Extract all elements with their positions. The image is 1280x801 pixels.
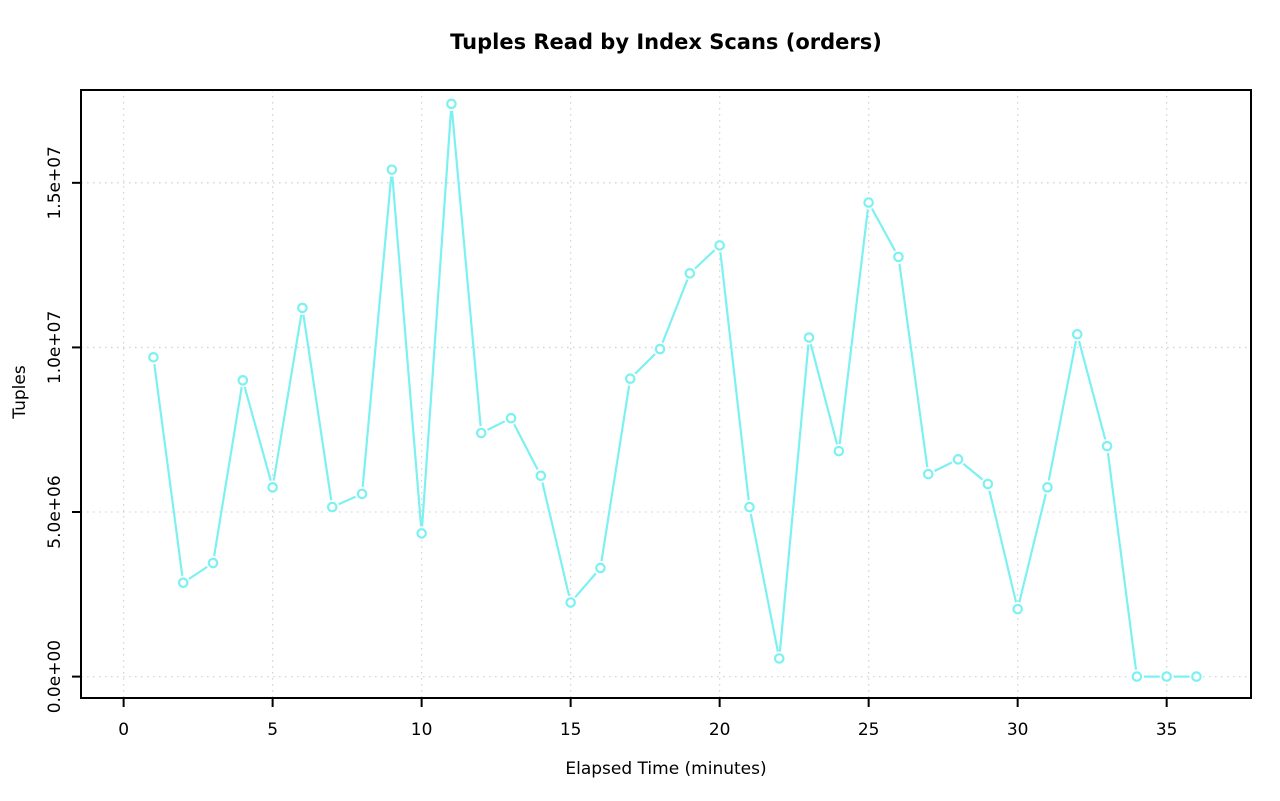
x-axis-label: Elapsed Time (minutes): [565, 759, 767, 779]
data-point: [654, 343, 666, 355]
data-point: [893, 251, 904, 263]
y-tick-label: 0.0e+00: [45, 640, 65, 713]
x-tick-label: 25: [858, 720, 880, 740]
data-point: [446, 98, 457, 110]
data-point: [714, 240, 725, 251]
data-point: [952, 454, 964, 465]
data-point: [207, 557, 219, 569]
data-point: [922, 468, 934, 480]
data-point: [356, 488, 368, 500]
y-axis-label: Tuples: [10, 365, 30, 419]
data-point: [833, 445, 845, 457]
data-line: [152, 103, 1197, 678]
data-point: [505, 412, 517, 424]
x-tick-label: 5: [267, 720, 278, 740]
data-point: [624, 373, 636, 384]
data-point: [803, 332, 815, 343]
x-tick-label: 10: [411, 720, 433, 740]
x-tick-label: 15: [560, 720, 582, 740]
data-point: [982, 478, 994, 490]
data-point: [297, 302, 308, 314]
data-point: [535, 470, 547, 482]
data-point: [863, 197, 874, 208]
y-tick-label: 1.5e+07: [45, 146, 65, 219]
data-point: [475, 427, 487, 439]
data-point: [595, 562, 606, 574]
data-point: [1131, 671, 1143, 682]
y-tick-label: 1.0e+07: [45, 311, 65, 384]
x-tick-label: 30: [1007, 720, 1029, 740]
data-point: [684, 268, 696, 279]
data-point: [773, 653, 785, 664]
data-point: [565, 597, 576, 608]
data-point: [1012, 603, 1023, 615]
data-point: [267, 482, 278, 493]
data-point: [237, 375, 249, 386]
x-tick-label: 35: [1156, 720, 1178, 740]
y-tick-label: 5.0e+06: [45, 475, 65, 548]
x-tick-label: 0: [118, 720, 129, 740]
data-point: [148, 351, 159, 363]
data-point: [416, 528, 427, 539]
data-point: [1071, 328, 1083, 340]
data-point: [386, 164, 398, 175]
x-tick-label: 20: [709, 720, 731, 740]
chart-title: Tuples Read by Index Scans (orders): [450, 30, 882, 54]
plot-frame: [80, 89, 1252, 699]
data-point: [326, 501, 338, 513]
data-point: [177, 577, 189, 589]
data-point: [1161, 671, 1172, 682]
data-point: [1191, 671, 1202, 682]
data-point: [1101, 440, 1113, 452]
data-point: [1042, 482, 1053, 493]
data-point: [744, 501, 755, 513]
